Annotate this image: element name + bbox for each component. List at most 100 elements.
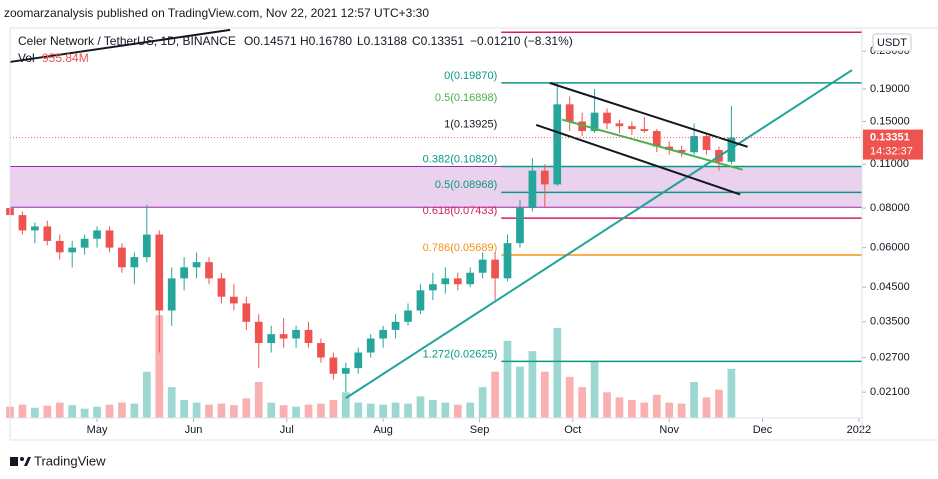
volume-bar bbox=[292, 406, 300, 418]
volume-bar bbox=[217, 403, 226, 418]
volume-bar bbox=[180, 400, 188, 418]
volume-bar bbox=[690, 382, 698, 418]
candle-body bbox=[192, 262, 201, 268]
candle-body bbox=[702, 136, 711, 150]
volume-bar bbox=[130, 403, 139, 418]
logo-mark bbox=[20, 457, 24, 461]
volume-bar bbox=[155, 315, 164, 418]
candle-body bbox=[553, 104, 562, 185]
x-tick-label: Dec bbox=[753, 424, 773, 436]
volume-bar bbox=[354, 402, 363, 418]
candle-body bbox=[453, 278, 462, 285]
symbol-title: Celer Network / TetherUS, 1D, BINANCE bbox=[18, 34, 236, 48]
candle-body bbox=[230, 296, 238, 304]
volume-bar bbox=[317, 403, 325, 418]
candle-body bbox=[503, 243, 512, 279]
publisher: zoomarzanalysis published on TradingView… bbox=[4, 6, 429, 20]
volume-bar bbox=[715, 389, 723, 418]
currency[interactable]: USDT bbox=[877, 37, 907, 49]
volume-bar bbox=[80, 408, 89, 418]
currency-box[interactable] bbox=[872, 33, 912, 52]
trendline bbox=[535, 123, 741, 196]
volume-bar bbox=[31, 407, 39, 418]
candle-body bbox=[379, 329, 387, 339]
candle-body bbox=[565, 104, 574, 122]
candle-body bbox=[142, 234, 151, 258]
volume-bar bbox=[590, 361, 599, 418]
candle-body bbox=[205, 262, 213, 279]
fib-label: 0.618(0.07433) bbox=[423, 205, 498, 217]
y-tick-label: 0.15000 bbox=[870, 115, 910, 127]
logo: TradingView bbox=[10, 453, 106, 468]
candle-body bbox=[242, 303, 251, 322]
y-tick-label: 0.02700 bbox=[870, 351, 910, 363]
logo-mark bbox=[24, 457, 31, 466]
candle-body bbox=[105, 230, 114, 248]
candle-body bbox=[329, 357, 338, 374]
candle-body bbox=[540, 170, 549, 185]
trendline bbox=[345, 69, 853, 399]
candle-body bbox=[155, 234, 164, 311]
logo-mark bbox=[10, 457, 18, 466]
candle-body bbox=[441, 278, 450, 285]
volume-bar bbox=[68, 405, 77, 418]
countdown: 14:32:37 bbox=[870, 145, 913, 157]
candle-body bbox=[677, 149, 686, 153]
volume-bar bbox=[254, 382, 263, 418]
volume-bar bbox=[267, 402, 276, 418]
candle-body bbox=[391, 321, 400, 330]
candle-body bbox=[118, 247, 126, 268]
volume-bar bbox=[230, 405, 238, 418]
y-tick-label: 0.03500 bbox=[870, 316, 910, 328]
candle-body bbox=[466, 272, 475, 285]
candle-body bbox=[341, 368, 350, 374]
trendline bbox=[561, 118, 743, 171]
volume-bar bbox=[615, 397, 624, 418]
candle-body bbox=[578, 121, 587, 132]
ohlc-high: H0.16780 bbox=[300, 34, 352, 48]
candle-body bbox=[727, 137, 736, 162]
volume-bar bbox=[279, 405, 288, 418]
volume-bar bbox=[553, 328, 562, 418]
candle-body bbox=[68, 247, 77, 253]
volume-bar bbox=[603, 392, 611, 418]
fib-label: 0.786(0.05689) bbox=[423, 242, 498, 254]
volume-bar bbox=[640, 402, 649, 418]
x-tick-label: Jul bbox=[280, 424, 294, 436]
ohlc-close: C0.13351 bbox=[412, 34, 464, 48]
candle-body bbox=[491, 259, 499, 279]
candle-body bbox=[80, 238, 89, 248]
candle-body bbox=[615, 123, 624, 127]
volume-bar bbox=[304, 404, 313, 418]
volume-bar bbox=[105, 404, 114, 418]
volume-bar bbox=[727, 368, 736, 418]
candle-body bbox=[516, 208, 524, 244]
volume-bar bbox=[242, 398, 251, 418]
volume-bar bbox=[329, 400, 338, 418]
legend: Celer Network / TetherUS, 1D, BINANCE O0… bbox=[18, 34, 573, 65]
y-tick-label: 0.19000 bbox=[870, 83, 910, 95]
candle-body bbox=[590, 112, 599, 132]
y-tick-label: 0.06000 bbox=[870, 242, 910, 254]
volume-bar bbox=[453, 404, 462, 418]
volume-bar bbox=[118, 402, 126, 418]
brand: TradingView bbox=[34, 453, 106, 468]
candle-body bbox=[652, 131, 661, 147]
fib-label: 1(0.13925) bbox=[444, 119, 497, 131]
volume-bar bbox=[205, 404, 213, 418]
volume-bar bbox=[466, 402, 475, 418]
candle-body bbox=[217, 278, 226, 297]
volume-bar bbox=[628, 400, 636, 418]
volume-bar bbox=[167, 387, 176, 418]
fib-label: 0(0.19870) bbox=[444, 70, 497, 82]
volume-bar bbox=[702, 397, 711, 418]
candle-body bbox=[640, 129, 649, 132]
candle-body bbox=[130, 257, 139, 268]
candle-body bbox=[317, 343, 325, 358]
volume-bar bbox=[516, 366, 524, 418]
candle-body bbox=[279, 334, 288, 339]
volume-bar bbox=[404, 403, 412, 418]
ohlc-low: L0.13188 bbox=[357, 34, 407, 48]
volume-bar bbox=[341, 392, 350, 418]
